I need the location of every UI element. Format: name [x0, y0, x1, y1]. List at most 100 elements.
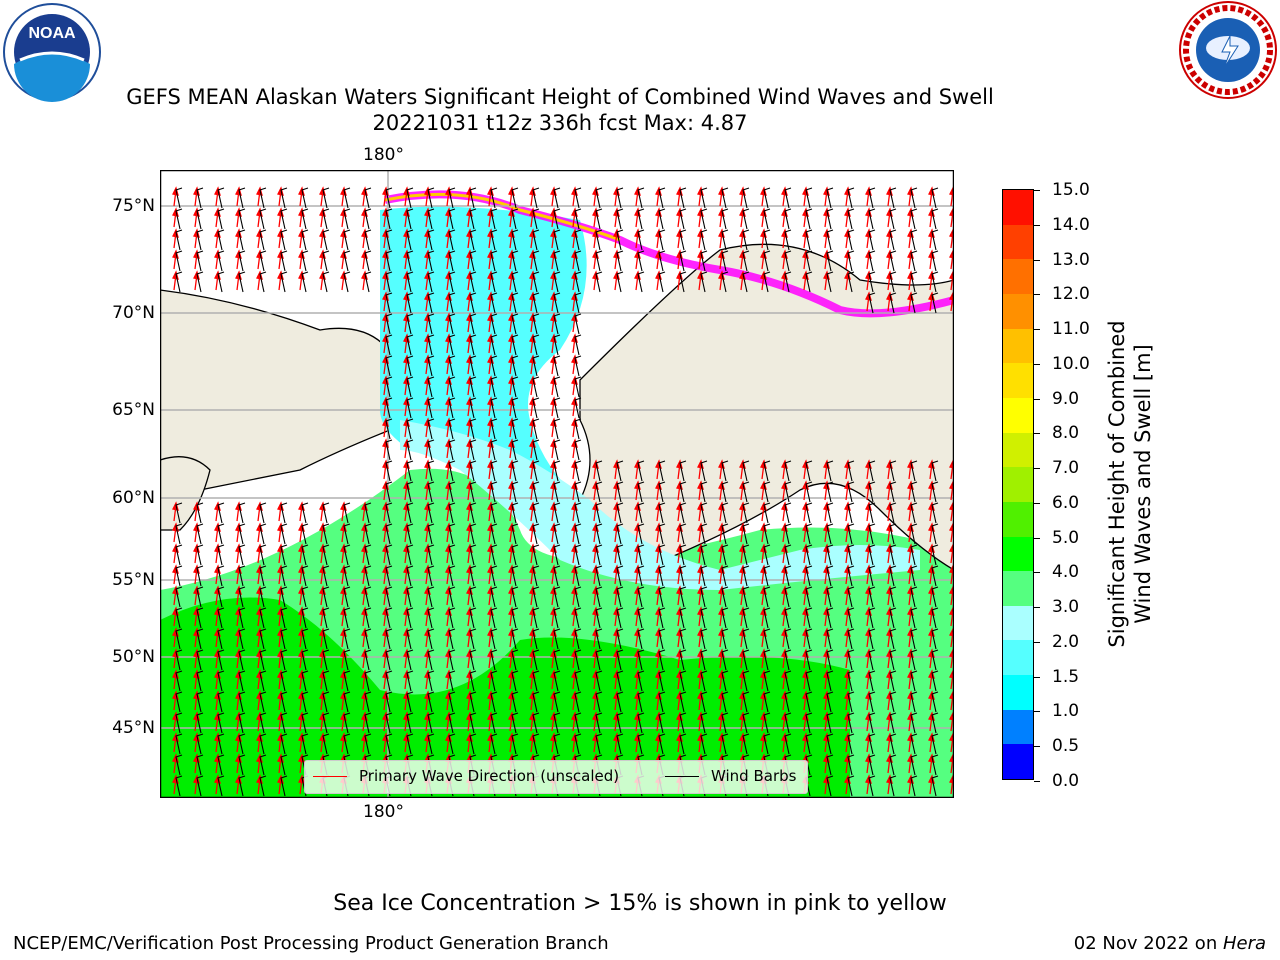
wind-barb [175, 502, 183, 524]
wind-barb [238, 565, 246, 587]
wind-barb [889, 544, 897, 566]
wind-barb [301, 187, 309, 209]
wind-barb [238, 628, 246, 650]
wind-barb [889, 775, 897, 797]
wind-barb [427, 187, 435, 209]
wind-barb [343, 208, 351, 230]
wind-barb [196, 586, 204, 608]
wind-barb [868, 712, 876, 734]
wind-barb [322, 670, 330, 692]
wind-barb [700, 712, 708, 734]
wind-barb [175, 250, 183, 272]
wind-barb [742, 712, 750, 734]
wind-barb [448, 460, 456, 482]
wind-barb [259, 628, 267, 650]
colorbar-segment [1003, 397, 1033, 433]
wind-barb [364, 586, 372, 608]
wind-barb [532, 607, 540, 629]
wind-barb [742, 502, 750, 524]
chart-title: GEFS MEAN Alaskan Waters Significant Hei… [126, 85, 994, 109]
wind-barb [847, 271, 855, 293]
wind-barb [322, 712, 330, 734]
wind-barb [385, 649, 393, 671]
wind-barb [721, 691, 729, 713]
wind-barb [532, 670, 540, 692]
wind-barb [175, 712, 183, 734]
wind-barb [196, 502, 204, 524]
wind-barb [406, 565, 414, 587]
wind-barb [931, 460, 939, 482]
wind-barb [574, 502, 582, 524]
wind-barb [742, 460, 750, 482]
colorbar-tick-mark [1034, 398, 1040, 400]
wind-barb [469, 649, 477, 671]
wind-barb [742, 187, 750, 209]
wind-barb [448, 292, 456, 314]
colorbar-tick-label: 9.0 [1052, 388, 1080, 409]
wind-barb [910, 691, 918, 713]
wind-barb [406, 397, 414, 419]
wind-barb [511, 565, 519, 587]
wind-barb [616, 481, 624, 503]
wind-barb [280, 229, 288, 251]
wind-barb [679, 481, 687, 503]
wind-barb [931, 502, 939, 524]
lon-label-bottom: 180° [363, 802, 404, 822]
wind-barb [532, 523, 540, 545]
wind-barb [700, 481, 708, 503]
colorbar-tick-label: 0.0 [1052, 771, 1080, 791]
wind-barb [595, 544, 603, 566]
wind-barb [805, 523, 813, 545]
wind-barb [868, 271, 876, 293]
wind-barb [847, 586, 855, 608]
colorbar-segment [1003, 640, 1033, 676]
wind-barb [889, 187, 897, 209]
wind-barb [238, 586, 246, 608]
wind-barb [448, 481, 456, 503]
wind-barb [385, 586, 393, 608]
wind-barb [868, 460, 876, 482]
wind-barb [322, 586, 330, 608]
wind-barb [721, 187, 729, 209]
wind-barb [637, 523, 645, 545]
wind-barb [490, 187, 498, 209]
wind-barb [889, 229, 897, 251]
wind-barb [511, 649, 519, 671]
wind-barb [427, 376, 435, 398]
wind-barb [280, 523, 288, 545]
wind-barb [217, 775, 225, 797]
wind-barb [805, 691, 813, 713]
wind-barb [805, 208, 813, 230]
wind-barb [238, 187, 246, 209]
wind-barb [301, 586, 309, 608]
wind-barb [217, 229, 225, 251]
wind-barb [595, 712, 603, 734]
wind-barb [595, 229, 603, 251]
wind-barb [595, 250, 603, 272]
wind-barb [805, 460, 813, 482]
colorbar-segment [1003, 363, 1033, 398]
wind-barb [427, 649, 435, 671]
wind-barb [868, 544, 876, 566]
wind-barb [742, 229, 750, 251]
wind-barb [868, 208, 876, 230]
colorbar-tick-mark [1034, 190, 1040, 191]
wind-barb [469, 628, 477, 650]
colorbar-segment [1003, 432, 1033, 468]
wind-barb [889, 628, 897, 650]
wind-barb [385, 523, 393, 545]
wind-barb [574, 670, 582, 692]
wind-barb [406, 250, 414, 272]
wind-barb [385, 628, 393, 650]
wind-barb [175, 733, 183, 755]
wind-barb [910, 586, 918, 608]
wind-barb [301, 544, 309, 566]
wind-barb [490, 418, 498, 440]
wind-barb [658, 481, 666, 503]
wind-barb [490, 523, 498, 545]
wind-barb [742, 271, 750, 293]
wind-barb [385, 712, 393, 734]
wind-barb [784, 208, 792, 230]
wind-barb [280, 271, 288, 293]
chart-subtitle: 20221031 t12z 336h fcst Max: 4.87 [372, 111, 748, 135]
